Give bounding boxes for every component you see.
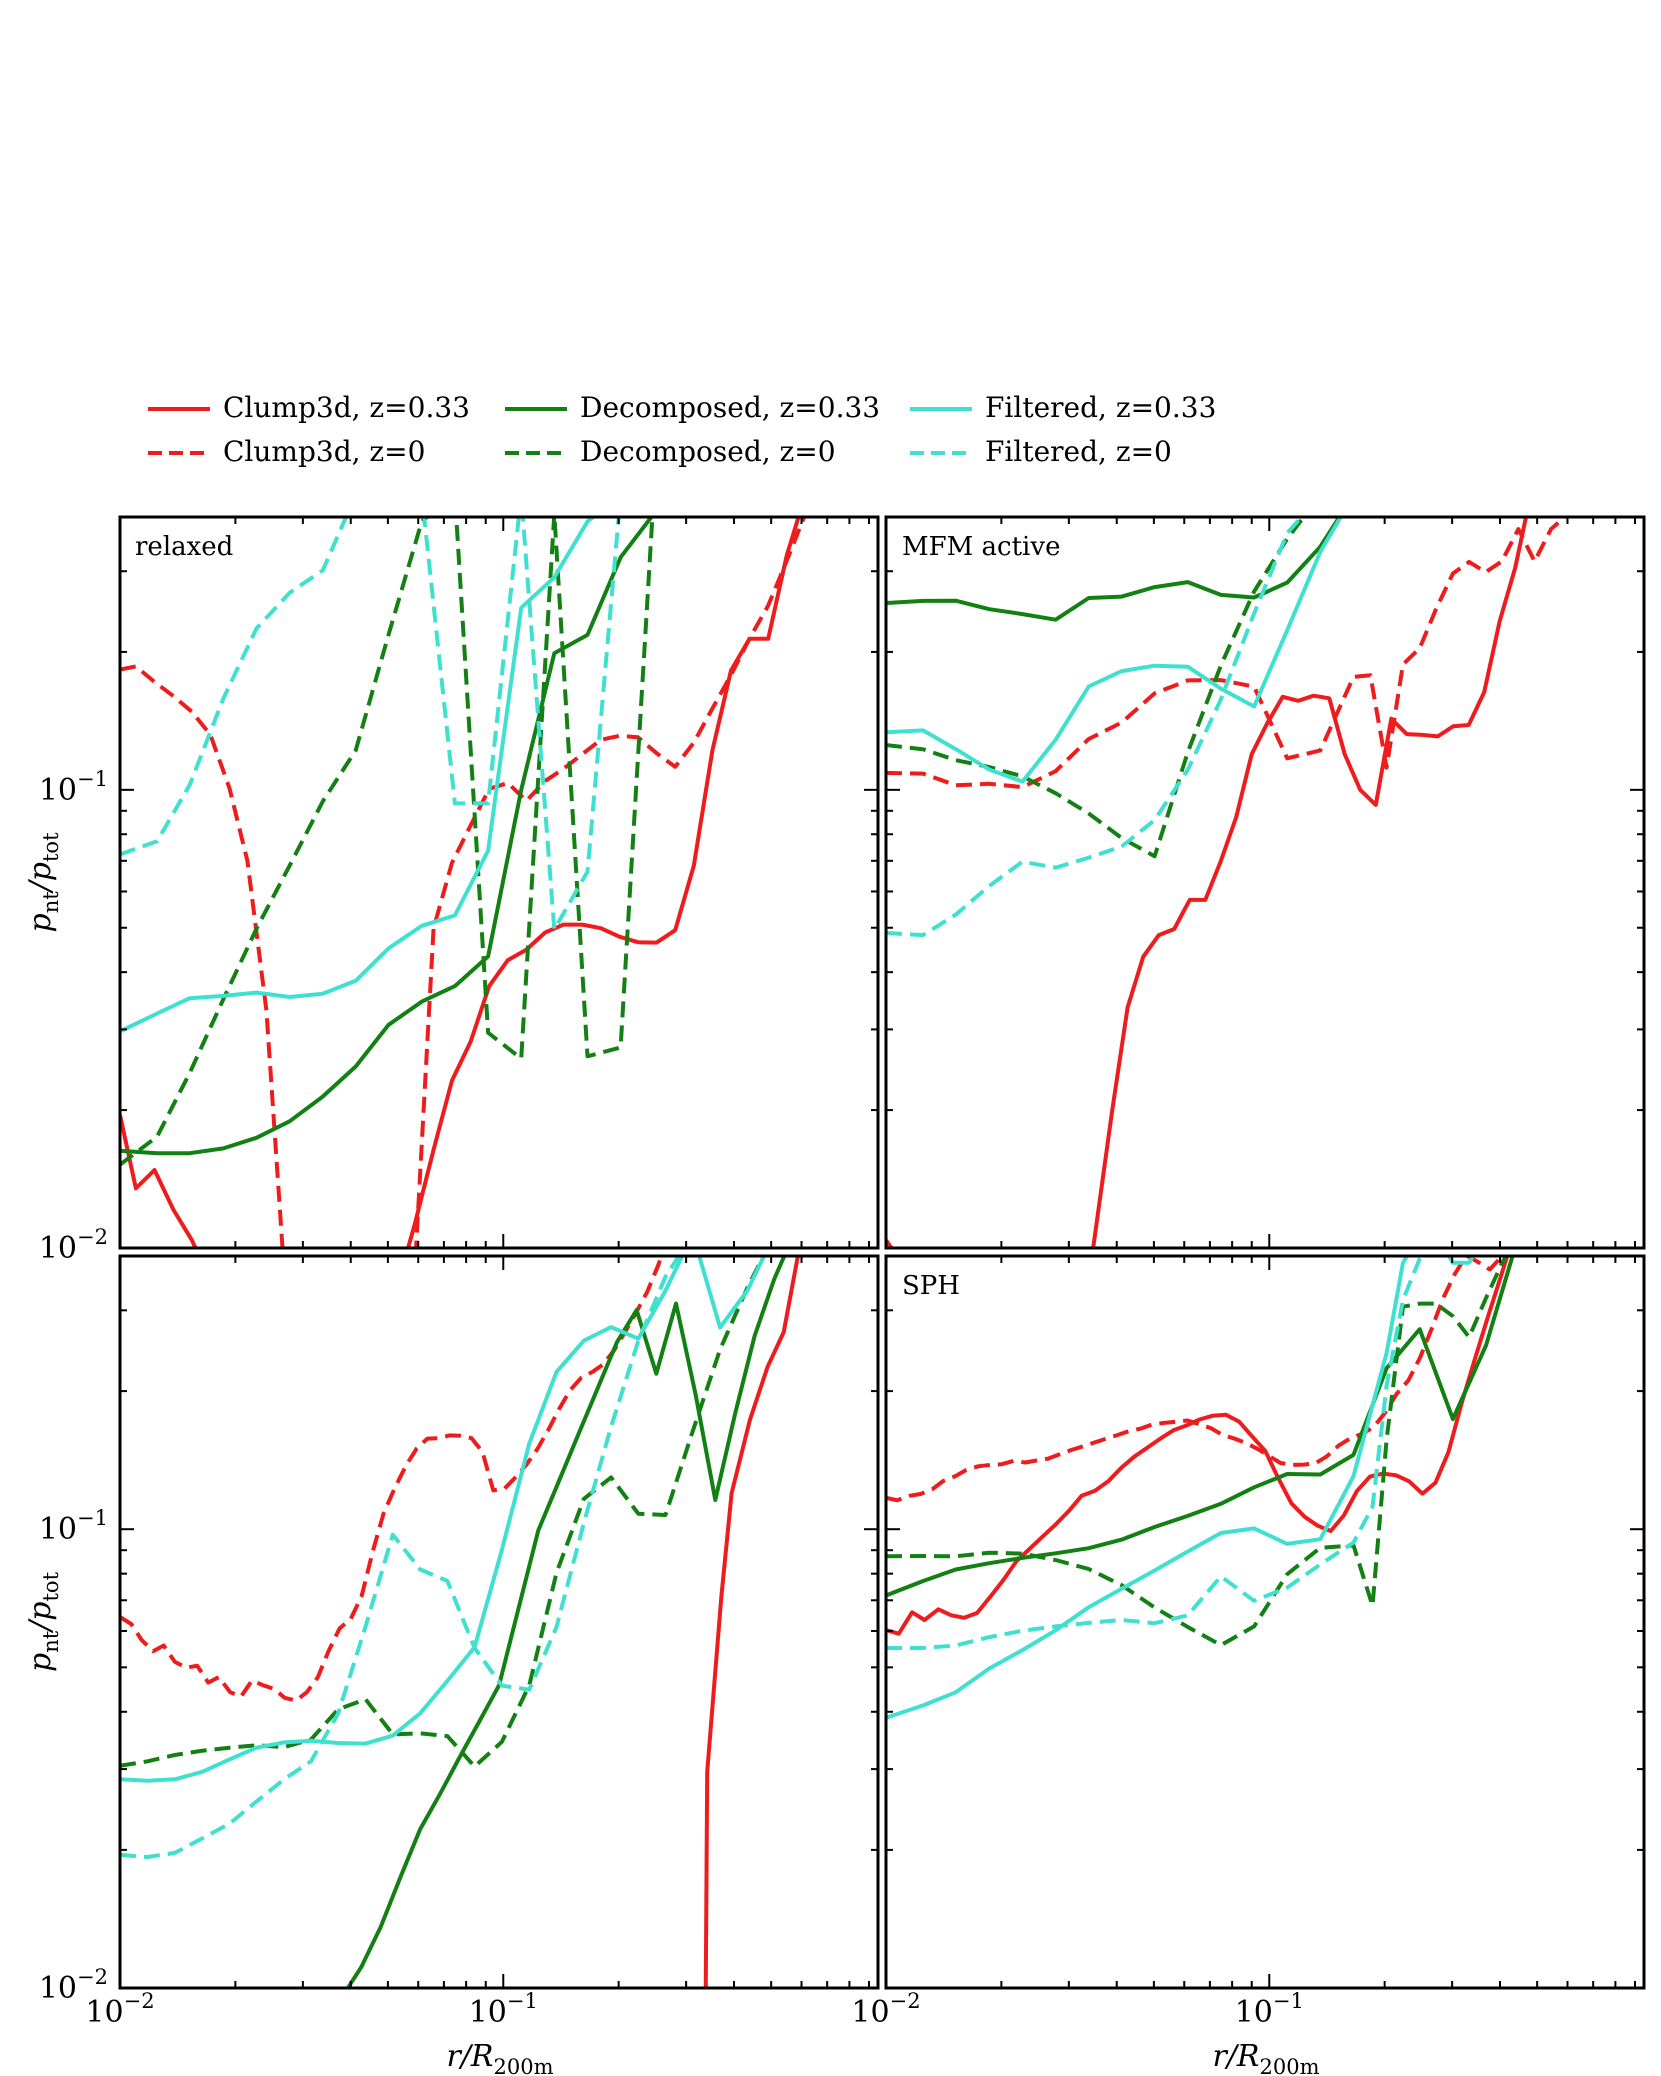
legend-label: Clump3d, z=0 xyxy=(223,435,425,468)
tick-base: 10 xyxy=(851,1995,889,2030)
series-clump3d-z-0 xyxy=(886,1256,1505,1503)
y-label-part: /p xyxy=(23,862,58,894)
y-tick-label: 10−2 xyxy=(39,1965,108,2006)
panel-sph: SPH xyxy=(884,1254,1646,1990)
y-label-part: tot xyxy=(39,832,63,862)
tick-layer xyxy=(119,517,878,1249)
y-label-part: nt xyxy=(39,1630,63,1653)
tick-exponent: −2 xyxy=(77,1965,108,1989)
legend-item-clump3d-z-0-33: Clump3d, z=0.33 xyxy=(148,391,470,424)
series-clump3d-z-0 xyxy=(886,517,1568,790)
x-label-part: 200m xyxy=(494,2055,554,2076)
legend-label: Filtered, z=0.33 xyxy=(985,391,1216,424)
panel-relaxed: relaxed xyxy=(118,515,880,1250)
panel-label: relaxed xyxy=(135,532,233,562)
series-filtered-z-0-33 xyxy=(120,1256,767,1783)
x-tick-label: 10−1 xyxy=(1235,1989,1304,2030)
tick-base: 10 xyxy=(85,1995,123,2030)
tick-base: 10 xyxy=(39,1512,77,1547)
series-filtered-z-0-33 xyxy=(120,517,597,1034)
y-label-part: p xyxy=(23,913,58,932)
panel-frame xyxy=(118,1254,880,1990)
tick-base: 10 xyxy=(39,1231,77,1266)
tick-base: 10 xyxy=(39,773,77,808)
series-decomposed-z-0-33 xyxy=(120,517,654,1156)
y-axis-label: pnt/ptot xyxy=(23,832,63,933)
y-label-part: p xyxy=(23,1653,58,1672)
x-axis-label: r/R200m xyxy=(1212,2039,1319,2076)
legend-item-decomposed-z-0: Decomposed, z=0 xyxy=(505,435,836,468)
legend-label: Decomposed, z=0.33 xyxy=(580,391,880,424)
legend-item-clump3d-z-0: Clump3d, z=0 xyxy=(148,435,425,468)
tick-exponent: −1 xyxy=(77,767,108,791)
tick-layer xyxy=(119,1256,878,1989)
x-label-part: r xyxy=(1212,2039,1228,2074)
series-clump3d-z-0-33 xyxy=(703,1256,800,1988)
tick-layer xyxy=(885,517,1644,1249)
series-decomposed-z-0 xyxy=(120,517,655,1167)
series-filtered-z-0 xyxy=(120,517,621,932)
tick-layer xyxy=(885,1256,1644,1989)
tick-exponent: −2 xyxy=(77,1225,108,1249)
series-decomposed-z-0 xyxy=(120,1256,766,1769)
series-filtered-z-0 xyxy=(886,517,1304,938)
panel-bottom-left xyxy=(118,1254,880,1990)
y-label-part: /p xyxy=(23,1602,58,1634)
tick-base: 10 xyxy=(1235,1995,1273,2030)
legend-item-filtered-z-0: Filtered, z=0 xyxy=(910,435,1172,468)
tick-base: 10 xyxy=(469,1995,507,2030)
series-clump3d-z-0 xyxy=(120,517,807,1248)
series-filtered-z-0-33 xyxy=(886,517,1343,784)
x-label-part: /R xyxy=(458,2039,494,2074)
panel-mfm-active: MFM active xyxy=(884,515,1646,1250)
panel-frame xyxy=(884,1254,1646,1990)
panel-label: MFM active xyxy=(902,532,1060,562)
panel-frame xyxy=(884,515,1646,1250)
y-label-part: nt xyxy=(39,891,63,914)
y-label-part: tot xyxy=(39,1571,63,1601)
legend: Clump3d, z=0.33 Clump3d, z=0 Decomposed, z… xyxy=(148,391,1216,468)
legend-label: Decomposed, z=0 xyxy=(580,435,836,468)
series-decomposed-z-0-33 xyxy=(886,1256,1515,1598)
x-label-part: 200m xyxy=(1260,2055,1320,2076)
series-layer xyxy=(886,1256,1515,1720)
tick-exponent: −2 xyxy=(890,1989,921,2013)
series-filtered-z-0 xyxy=(120,1256,682,1859)
series-clump3d-z-0-33 xyxy=(120,517,801,1248)
panel-frame xyxy=(118,515,880,1250)
series-clump3d-z-0-33 xyxy=(886,517,1529,1248)
tick-exponent: −1 xyxy=(77,1506,108,1530)
legend-item-filtered-z-0-33: Filtered, z=0.33 xyxy=(910,391,1216,424)
y-tick-label: 10−1 xyxy=(39,767,108,808)
y-tick-label: 10−1 xyxy=(39,1506,108,1547)
series-decomposed-z-0 xyxy=(886,517,1307,859)
series-decomposed-z-0 xyxy=(886,1256,1509,1648)
legend-label: Clump3d, z=0.33 xyxy=(223,391,470,424)
x-tick-label: 10−1 xyxy=(469,1989,538,2030)
axis-labels: 10−210−110−210−110−2 10−1 10−2 10−1pnt/ptot… xyxy=(23,767,1320,2076)
tick-exponent: −1 xyxy=(507,1989,538,2013)
tick-base: 10 xyxy=(39,1971,77,2006)
x-label-part: /R xyxy=(1224,2039,1260,2074)
panel-label: SPH xyxy=(902,1271,960,1301)
series-layer xyxy=(886,517,1568,1248)
series-clump3d-z-0-33 xyxy=(886,1256,1510,1636)
legend-item-decomposed-z-0-33: Decomposed, z=0.33 xyxy=(505,391,880,424)
series-layer xyxy=(120,517,807,1248)
y-axis-label: pnt/ptot xyxy=(23,1571,63,1672)
tick-exponent: −2 xyxy=(124,1989,155,2013)
series-decomposed-z-0-33 xyxy=(345,1256,787,1988)
x-tick-label: 10−2 xyxy=(851,1989,920,2030)
series-layer xyxy=(120,1256,800,1988)
legend-label: Filtered, z=0 xyxy=(985,435,1172,468)
series-filtered-z-0-33 xyxy=(886,1256,1476,1720)
x-tick-label: 10−2 xyxy=(85,1989,154,2030)
x-label-part: r xyxy=(446,2039,462,2074)
series-filtered-z-0 xyxy=(886,1256,1424,1650)
tick-exponent: −1 xyxy=(1273,1989,1304,2013)
x-axis-label: r/R200m xyxy=(446,2039,553,2076)
y-tick-label: 10−2 xyxy=(39,1225,108,1266)
